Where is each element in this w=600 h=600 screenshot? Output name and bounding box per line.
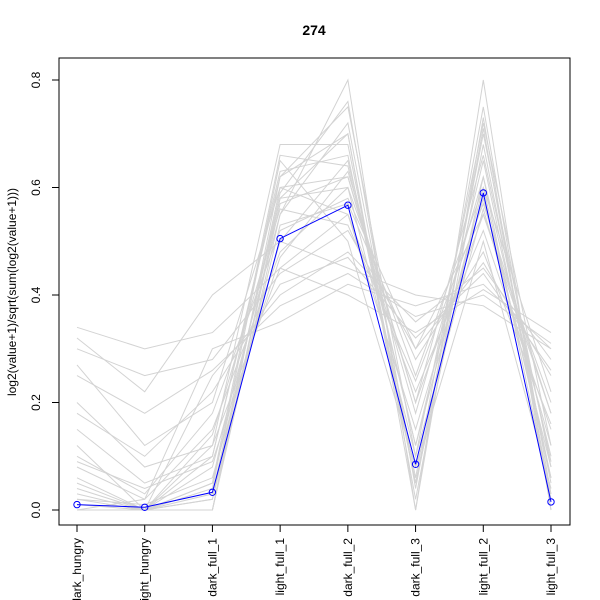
x-axis: dark_hungry light_hungry dark_full_1 light_…	[70, 525, 558, 600]
series-point	[411, 460, 420, 468]
background-profile-line	[77, 213, 552, 511]
series-point	[73, 500, 81, 509]
background-profile-line	[76, 133, 552, 484]
y-tick-label: 0.2	[29, 394, 43, 411]
background-profile-line	[76, 155, 552, 490]
background-profile-line	[76, 105, 552, 484]
x-tick-label: light_full_1	[273, 538, 287, 596]
background-profiles	[76, 78, 552, 511]
y-tick-label: 0.6	[29, 179, 43, 196]
x-tick-label: dark_hungry	[70, 538, 84, 600]
x-tick-label: dark_full_2	[341, 538, 355, 597]
background-profile-line	[76, 272, 552, 414]
background-profile-line	[77, 117, 552, 511]
plot-frame	[58, 57, 571, 526]
series-point	[208, 488, 217, 496]
y-axis-label: log2(value+1)/sqrt(sum(log2(value+1)))	[5, 188, 19, 396]
background-profile-line	[76, 256, 552, 457]
background-profile-line	[76, 267, 552, 350]
series-line	[76, 192, 552, 508]
y-tick-label: 0.0	[29, 501, 43, 518]
background-profile-line	[76, 251, 552, 511]
background-profile-line	[76, 240, 552, 393]
background-profile-line	[76, 202, 552, 511]
y-axis: 0.0 0.2 0.4 0.6 0.8	[29, 71, 59, 518]
background-profile-line	[76, 176, 552, 447]
background-profile-line	[76, 186, 552, 511]
background-profile-line	[76, 174, 552, 511]
series-point	[547, 498, 555, 506]
background-profile-line	[76, 186, 552, 511]
y-tick-label: 0.4	[29, 286, 43, 303]
series-point	[344, 201, 352, 209]
background-profile-line	[77, 154, 552, 511]
x-tick-label: light_hungry	[138, 538, 152, 600]
background-profile-line	[76, 154, 552, 511]
background-profile-line	[76, 283, 552, 511]
x-tick-label: light_full_2	[476, 538, 490, 596]
series-point	[141, 503, 149, 511]
x-tick-label: dark_full_3	[409, 538, 423, 597]
series-point	[276, 234, 284, 243]
background-profile-line	[77, 100, 552, 511]
background-profile-line	[77, 106, 552, 511]
x-tick-label: dark_full_1	[205, 538, 219, 597]
y-tick-label: 0.8	[29, 71, 43, 88]
background-profile-line	[77, 159, 552, 511]
background-profile-line	[77, 202, 552, 511]
series-point	[479, 189, 487, 197]
highlighted-series	[73, 189, 555, 511]
x-tick-label: light_full_3	[544, 538, 558, 596]
chart-title: 274	[302, 22, 326, 38]
background-profile-line	[76, 197, 552, 495]
